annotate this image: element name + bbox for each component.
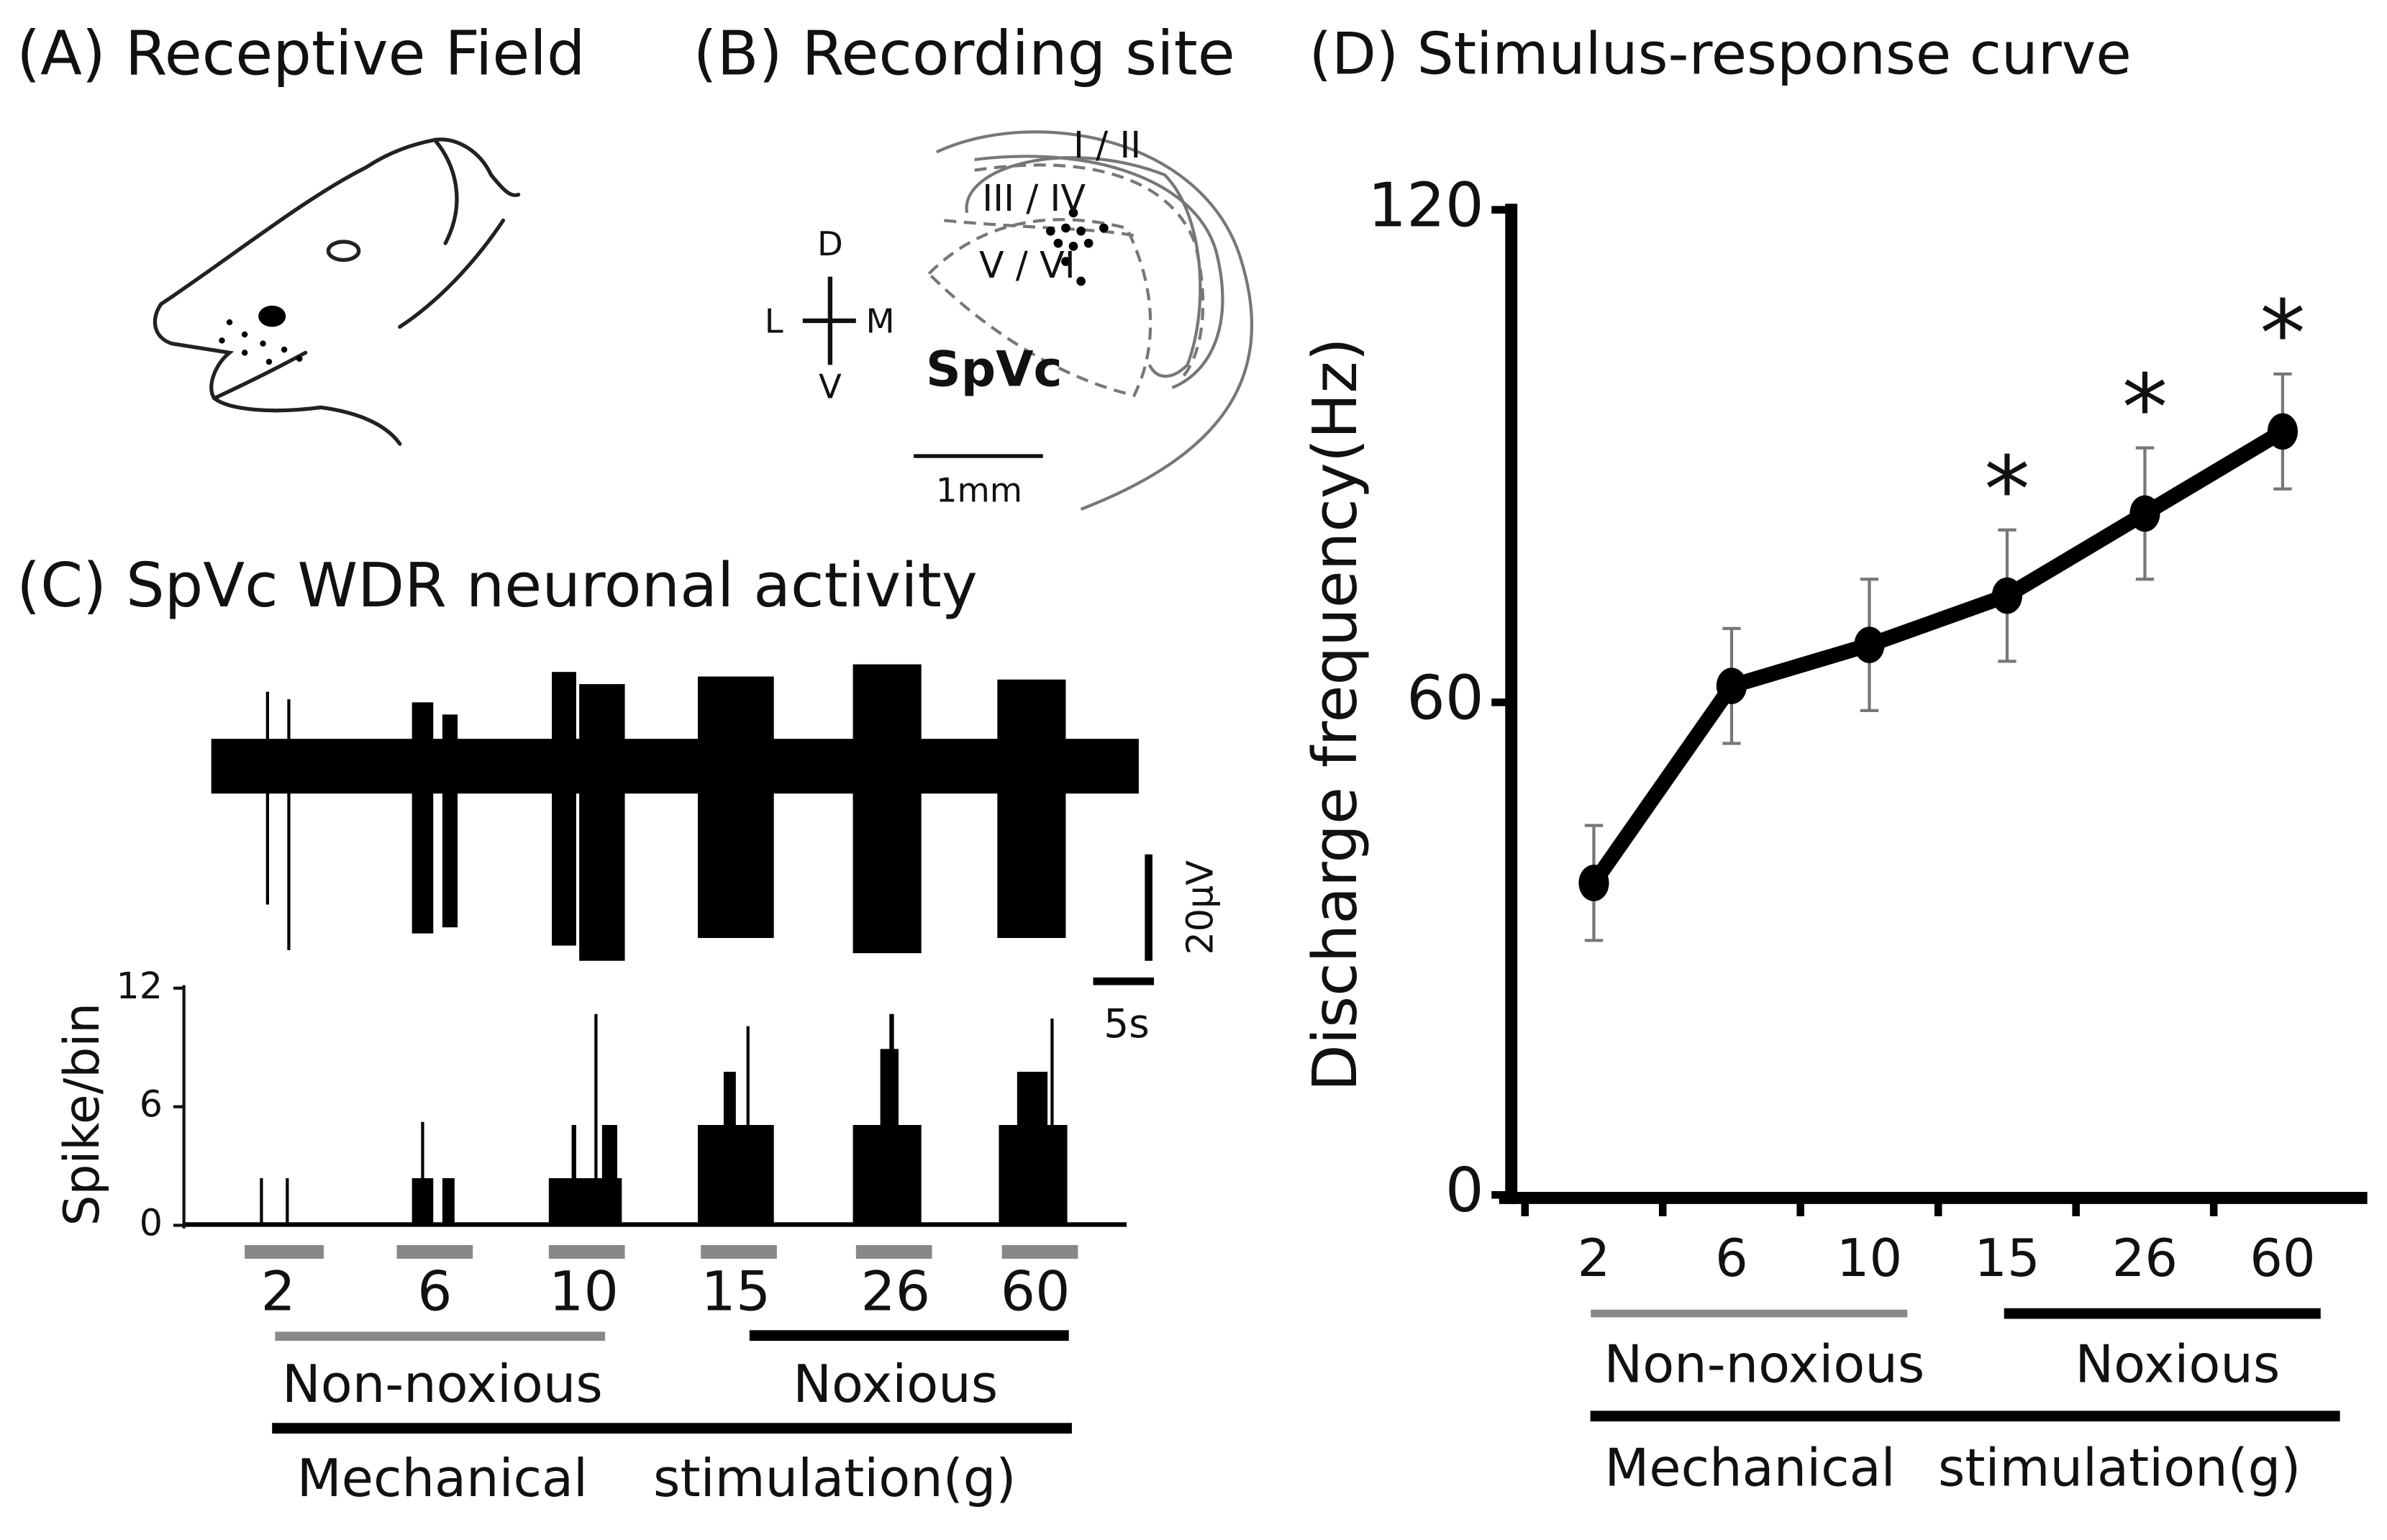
- group-bar: [275, 1331, 606, 1341]
- x-axis-label: Mechanical: [297, 1448, 588, 1508]
- x-tick-label: 10: [1837, 1228, 1902, 1288]
- stimulus-bars: [245, 1244, 1078, 1259]
- orientation-label: D: [817, 224, 843, 263]
- x-tick-label: 60: [2250, 1228, 2315, 1288]
- histogram-bars: [183, 1013, 1127, 1227]
- x-tick-label: 26: [2112, 1228, 2178, 1288]
- x-tick-label: 15: [1974, 1228, 2040, 1288]
- panel-b-title: (B) Recording site: [694, 18, 1235, 88]
- y-tick-label: 0: [1445, 1155, 1484, 1226]
- group-bar: [749, 1330, 1069, 1341]
- data-point: [1854, 627, 1885, 663]
- y-tick-label: 12: [116, 965, 163, 1007]
- voltage-scale: 20μV: [1179, 860, 1222, 955]
- orientation-label: L: [765, 302, 783, 341]
- data-point: [1991, 577, 2023, 614]
- group-label: Noxious: [2075, 1334, 2280, 1395]
- layer-label: I / II: [1073, 124, 1141, 166]
- significance-mark: *: [2260, 281, 2305, 387]
- x-axis-label: stimulation(g): [1938, 1437, 2301, 1498]
- scale-label: 1mm: [936, 470, 1022, 509]
- data-point: [2267, 413, 2299, 450]
- y-axis-label: Spike/bin: [53, 1003, 110, 1226]
- y-axis-label: Discharge frequency(Hz): [1300, 337, 1370, 1091]
- stimulus-label: 60: [1001, 1259, 1070, 1323]
- stimulus-label: 2: [260, 1259, 295, 1323]
- significance-mark: *: [2122, 355, 2168, 461]
- x-axis-label: Mechanical: [1604, 1437, 1895, 1498]
- panel-c-title: (C) SpVc WDR neuronal activity: [17, 550, 978, 621]
- significance-mark: *: [1984, 437, 2029, 543]
- group-label: Non-noxious: [1604, 1334, 1924, 1395]
- spike-trace: [211, 664, 1155, 985]
- orientation-label: V: [819, 368, 842, 406]
- y-tick-label: 6: [140, 1083, 163, 1126]
- stimulus-label: 6: [417, 1259, 452, 1323]
- data-point: [2129, 495, 2160, 532]
- panel-a-title: (A) Receptive Field: [17, 18, 585, 88]
- stimulus-label: 10: [549, 1259, 619, 1323]
- y-tick-label: 0: [140, 1202, 163, 1244]
- chart-title: (D) Stimulus-response curve: [1309, 19, 2132, 87]
- y-tick-label: 60: [1406, 662, 1484, 733]
- slice-drawing: [802, 130, 1253, 511]
- data-point: [1716, 668, 1747, 704]
- group-label: Non-noxious: [282, 1354, 603, 1414]
- group-label: Noxious: [793, 1354, 998, 1414]
- stimulus-label: 15: [701, 1259, 770, 1323]
- stimulus-label: 26: [860, 1259, 930, 1323]
- y-tick-label: 120: [1368, 170, 1483, 241]
- time-scale: 5s: [1104, 1001, 1150, 1047]
- region-label: SpVc: [926, 340, 1063, 397]
- orientation-label: M: [866, 302, 895, 341]
- stimulus-bar: [1590, 1411, 2340, 1422]
- layer-label: III / IV: [982, 177, 1086, 219]
- stimulus-bar: [272, 1423, 1072, 1434]
- data-line: [1587, 424, 2287, 888]
- data-point: [1578, 865, 1609, 901]
- rat-head: [153, 137, 521, 446]
- x-tick-label: 6: [1715, 1228, 1748, 1288]
- layer-label: V / VI: [979, 244, 1076, 286]
- x-tick-label: 2: [1578, 1228, 1611, 1288]
- x-axis-label: stimulation(g): [653, 1448, 1016, 1508]
